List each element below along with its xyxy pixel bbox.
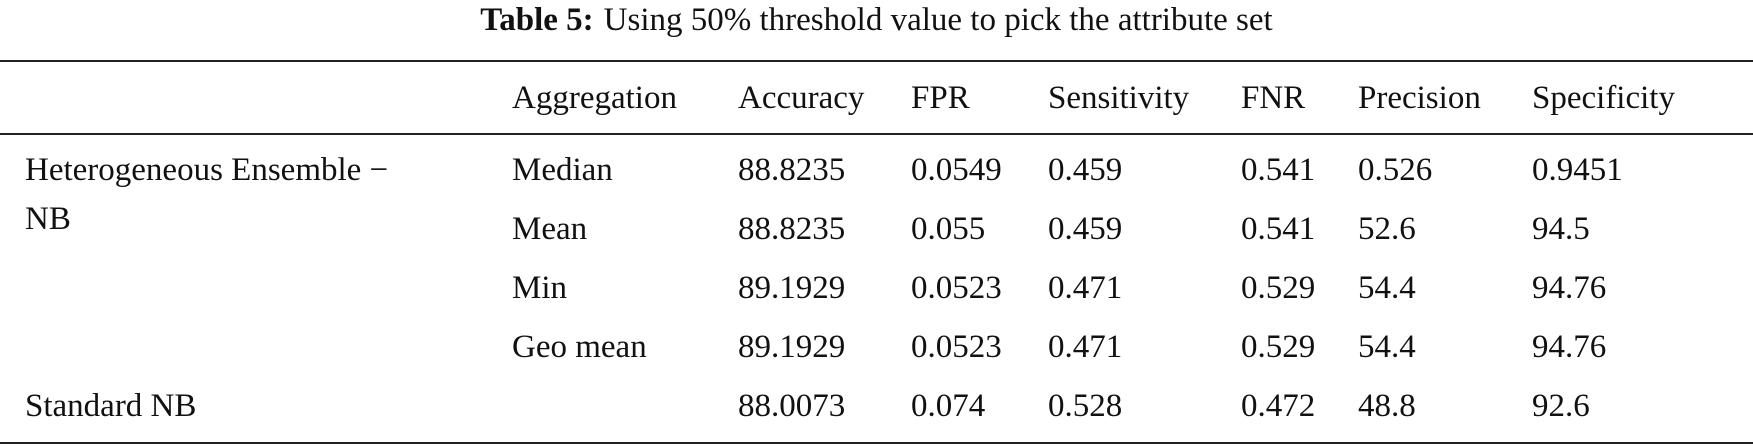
value-cell: 48.8 bbox=[1358, 388, 1416, 424]
value-cell: 89.1929 bbox=[738, 270, 846, 306]
value-cell: 94.76 bbox=[1532, 329, 1607, 365]
value-cell: 0.0549 bbox=[911, 152, 1002, 188]
header-rule bbox=[0, 133, 1753, 135]
column-header: Precision bbox=[1358, 80, 1481, 116]
value-cell: 0.541 bbox=[1241, 211, 1316, 247]
value-cell: 52.6 bbox=[1358, 211, 1416, 247]
table-caption: Table 5: Using 50% threshold value to pic… bbox=[0, 2, 1753, 38]
value-cell: 0.9451 bbox=[1532, 152, 1623, 188]
value-cell: 0.528 bbox=[1048, 388, 1123, 424]
value-cell: 0.529 bbox=[1241, 270, 1316, 306]
value-cell: 88.8235 bbox=[738, 211, 846, 247]
caption-text: Using 50% threshold value to pick the at… bbox=[603, 2, 1273, 38]
column-header: Specificity bbox=[1532, 80, 1675, 116]
aggregation-cell: Min bbox=[512, 270, 568, 306]
value-cell: 54.4 bbox=[1358, 329, 1416, 365]
value-cell: 88.8235 bbox=[738, 152, 846, 188]
value-cell: 0.529 bbox=[1241, 329, 1316, 365]
value-cell: 88.0073 bbox=[738, 388, 846, 424]
value-cell: 0.459 bbox=[1048, 152, 1123, 188]
value-cell: 0.0523 bbox=[911, 270, 1002, 306]
column-header: FPR bbox=[911, 80, 970, 116]
aggregation-cell: Mean bbox=[512, 211, 588, 247]
value-cell: 0.055 bbox=[911, 211, 986, 247]
row-group-label: Heterogeneous Ensemble − bbox=[25, 152, 389, 188]
row-group-label: NB bbox=[25, 201, 71, 237]
value-cell: 0.459 bbox=[1048, 211, 1123, 247]
value-cell: 0.471 bbox=[1048, 270, 1123, 306]
value-cell: 94.5 bbox=[1532, 211, 1590, 247]
column-header: Sensitivity bbox=[1048, 80, 1190, 116]
aggregation-cell: Median bbox=[512, 152, 613, 188]
value-cell: 0.471 bbox=[1048, 329, 1123, 365]
value-cell: 92.6 bbox=[1532, 388, 1590, 424]
column-header: FNR bbox=[1241, 80, 1306, 116]
row-group-label: Standard NB bbox=[25, 388, 197, 424]
value-cell: 94.76 bbox=[1532, 270, 1607, 306]
aggregation-cell: Geo mean bbox=[512, 329, 647, 365]
caption-label: Table 5: bbox=[480, 2, 594, 38]
value-cell: 0.472 bbox=[1241, 388, 1316, 424]
value-cell: 0.0523 bbox=[911, 329, 1002, 365]
top-rule bbox=[0, 60, 1753, 62]
value-cell: 0.526 bbox=[1358, 152, 1433, 188]
value-cell: 54.4 bbox=[1358, 270, 1416, 306]
value-cell: 0.541 bbox=[1241, 152, 1316, 188]
value-cell: 0.074 bbox=[911, 388, 986, 424]
value-cell: 89.1929 bbox=[738, 329, 846, 365]
column-header: Aggregation bbox=[512, 80, 677, 116]
bottom-rule bbox=[0, 442, 1753, 444]
column-header: Accuracy bbox=[738, 80, 865, 116]
